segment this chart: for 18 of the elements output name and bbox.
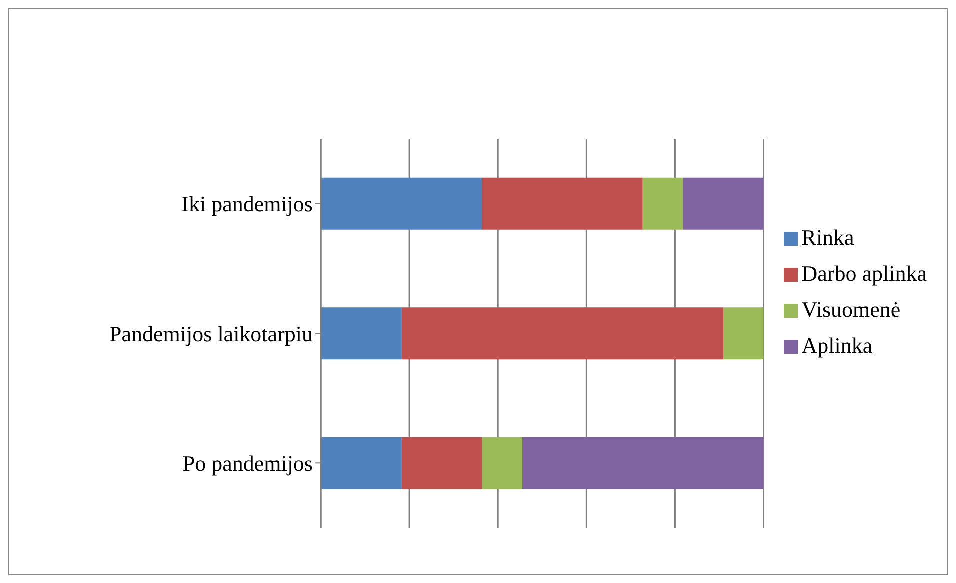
y-tick-label: Iki pandemijos [182, 192, 313, 217]
bar [683, 178, 764, 230]
legend-label: Darbo aplinka [802, 260, 927, 286]
bar [402, 437, 482, 490]
bar [642, 178, 684, 230]
legend-label: Rinka [802, 224, 854, 250]
y-tick-label: Po pandemijos [182, 450, 313, 476]
bar [522, 437, 764, 490]
bar [482, 178, 643, 230]
legend-label: Aplinka [802, 332, 873, 358]
y-tick-label: Pandemijos laikotarpiu [110, 321, 313, 346]
bar [402, 308, 724, 360]
legend-label: Visuomenė [802, 296, 901, 322]
bar [321, 437, 402, 490]
bar [321, 178, 482, 230]
bar [321, 308, 402, 360]
bar [723, 308, 764, 360]
bar [482, 437, 522, 490]
